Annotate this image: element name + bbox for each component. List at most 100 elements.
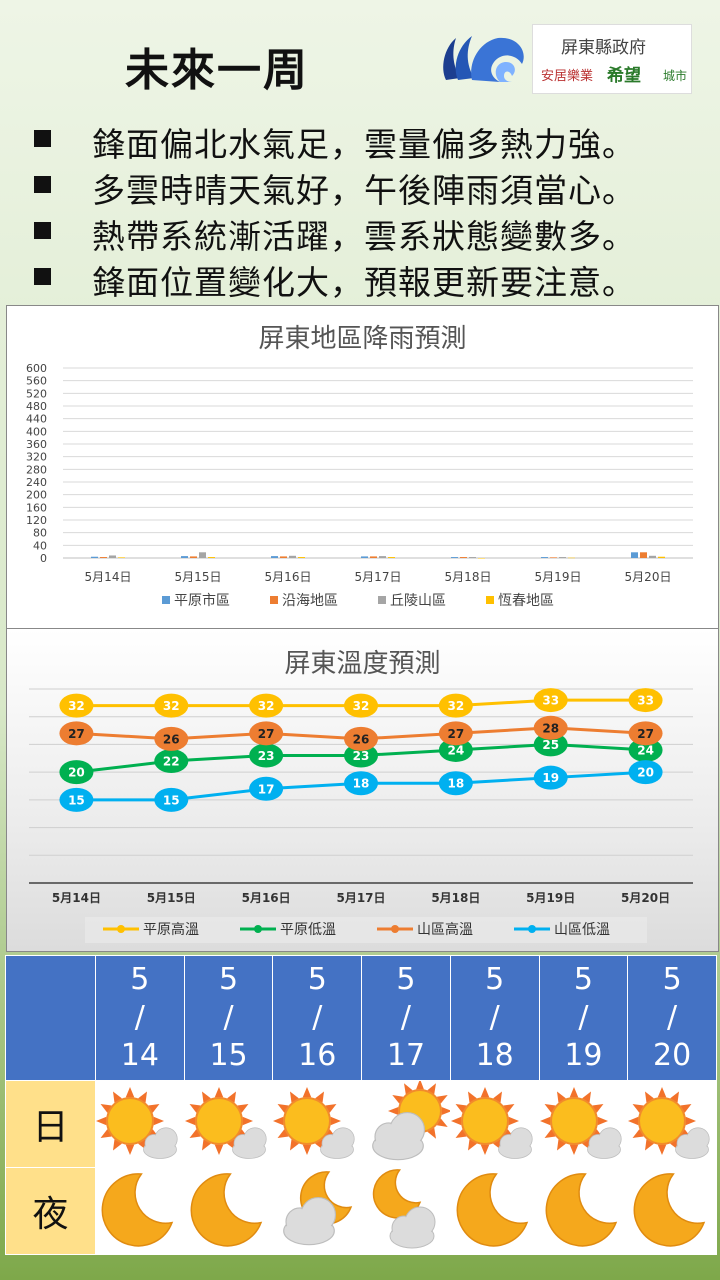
- data-point: [59, 760, 94, 785]
- data-point: [533, 765, 568, 790]
- data-label: 32: [353, 699, 370, 713]
- bar: [631, 552, 638, 558]
- data-point: [344, 743, 378, 768]
- date-day: 17: [386, 1038, 426, 1073]
- bar: [388, 557, 395, 558]
- x-tick-label: 5月19日: [535, 570, 582, 584]
- data-point: [154, 749, 189, 774]
- forecast-date-row: 5/14 5/15 5/16 5/17 5/18 5/19 5/20: [5, 955, 717, 1081]
- data-label: 15: [68, 793, 85, 807]
- data-point: [154, 726, 189, 751]
- bullet-text: 熱帶系統漸活躍，雲系狀態變數多。: [92, 217, 636, 256]
- bar: [379, 556, 386, 558]
- data-label: 20: [637, 766, 654, 780]
- data-point: [249, 693, 284, 718]
- date-month: 5: [573, 962, 593, 997]
- day-label: 日: [5, 1080, 96, 1168]
- data-point: [249, 743, 284, 768]
- y-tick-label: 560: [26, 375, 47, 388]
- logo-line-3: 希望: [607, 66, 641, 86]
- data-point: [249, 776, 284, 801]
- forecast-cell: [95, 1080, 185, 1168]
- data-label: 24: [637, 743, 654, 757]
- y-tick-label: 200: [26, 489, 47, 502]
- date-day: 20: [653, 1038, 692, 1073]
- forecast-cell: [183, 1167, 274, 1255]
- legend-swatch: [378, 596, 386, 604]
- legend-label: 平原低溫: [280, 922, 336, 938]
- legend-label: 山區低溫: [554, 922, 610, 938]
- weather-bureau-logo-icon: [443, 36, 524, 82]
- bar: [208, 557, 215, 558]
- date-sep: /: [578, 1000, 589, 1035]
- y-tick-label: 0: [40, 552, 47, 565]
- date-header: 5/18: [449, 955, 540, 1081]
- bar: [109, 555, 116, 558]
- date-sep: /: [400, 1000, 412, 1035]
- data-label: 23: [258, 749, 275, 763]
- data-label: 25: [542, 738, 559, 752]
- date-month: 5: [485, 962, 505, 997]
- data-point: [59, 787, 94, 812]
- logo-line-4: 城市: [663, 69, 688, 83]
- page-title: 未來一周: [125, 45, 309, 96]
- date-month: 5: [396, 962, 416, 997]
- data-label: 32: [258, 699, 275, 713]
- data-label: 18: [353, 777, 370, 791]
- date-sep: /: [667, 1000, 678, 1035]
- bar: [649, 555, 656, 558]
- data-label: 27: [637, 727, 654, 741]
- x-tick-label: 5月15日: [147, 891, 196, 905]
- data-label: 17: [258, 782, 275, 796]
- bar: [550, 557, 557, 558]
- data-point: [154, 693, 189, 718]
- sun-cloud-icon: [628, 1087, 710, 1159]
- bar: [451, 557, 458, 558]
- date-month: 5: [307, 962, 327, 997]
- temperature-chart-title: 屏東溫度預測: [284, 649, 441, 679]
- legend-label: 恆春地區: [498, 593, 554, 609]
- bar: [271, 556, 278, 558]
- bar: [100, 557, 107, 558]
- bar: [361, 556, 368, 558]
- date-day: 15: [209, 1038, 248, 1073]
- y-tick-label: 400: [26, 425, 47, 438]
- legend-label: 山區高溫: [417, 921, 473, 938]
- legend-label: 丘陵山區: [390, 593, 446, 609]
- data-point: [438, 771, 473, 796]
- y-tick-label: 80: [33, 527, 47, 540]
- moon-cloud-icon: [372, 1169, 436, 1249]
- data-label: 26: [163, 732, 180, 746]
- rain-chart-panel: 屏東地區降雨預測 0 40 80 120 160 200 240 280 320 360 400 44…: [6, 305, 719, 629]
- bar: [280, 556, 287, 558]
- bar: [289, 555, 296, 558]
- table-corner: [5, 955, 96, 1081]
- bullet-item: 熱帶系統漸活躍，雲系狀態變數多。: [0, 208, 720, 256]
- date-header: 5/15: [183, 955, 274, 1081]
- y-tick-label: 600: [26, 362, 47, 375]
- bar: [478, 558, 485, 559]
- sun-cloud-icon: [273, 1087, 356, 1159]
- bullet-square-icon: [34, 176, 51, 193]
- logo-line-2: 安居樂業: [541, 69, 594, 84]
- bar: [181, 556, 188, 558]
- legend-marker: [528, 925, 536, 933]
- data-label: 33: [637, 694, 654, 708]
- data-label: 32: [163, 699, 180, 713]
- data-point: [344, 771, 378, 796]
- bullet-item: 鋒面位置變化大，預報更新要注意。: [0, 254, 720, 302]
- x-tick-label: 5月20日: [621, 891, 670, 905]
- data-label: 27: [68, 727, 85, 741]
- x-tick-label: 5月18日: [445, 570, 492, 584]
- x-tick-label: 5月17日: [355, 570, 402, 584]
- data-label: 23: [353, 749, 370, 763]
- bar: [460, 557, 467, 558]
- y-tick-label: 120: [26, 514, 47, 527]
- date-header: 5/16: [272, 955, 363, 1081]
- forecast-cell: [627, 1080, 717, 1168]
- legend-marker: [391, 925, 399, 933]
- x-tick-label: 5月14日: [85, 570, 132, 584]
- data-label: 20: [68, 766, 85, 780]
- data-point: [59, 721, 94, 746]
- bar: [118, 557, 125, 558]
